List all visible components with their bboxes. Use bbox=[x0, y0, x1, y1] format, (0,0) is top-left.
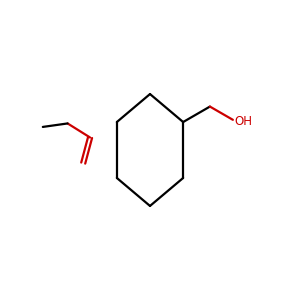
Text: OH: OH bbox=[234, 115, 252, 128]
